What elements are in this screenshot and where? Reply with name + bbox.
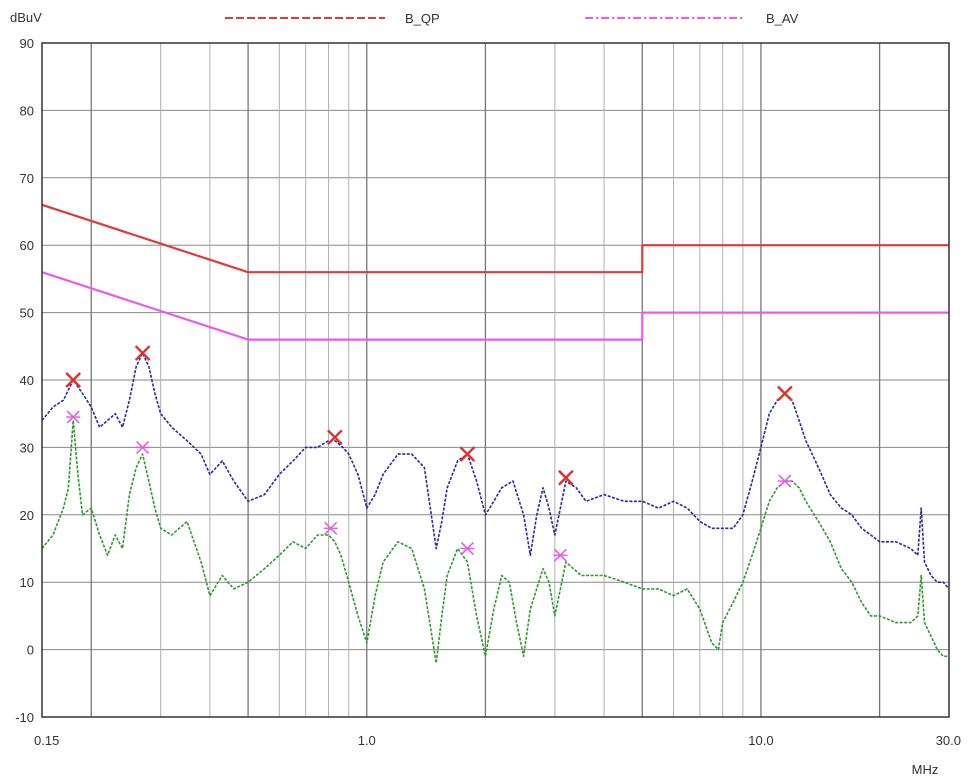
series-b-qp <box>41 203 949 274</box>
y-tick-label: 70 <box>20 171 34 186</box>
x-axis: 0.15 1.0 10.0 30.0 <box>34 733 961 748</box>
y-tick-label: -10 <box>15 710 34 725</box>
legend: B_QP B_AV <box>225 11 799 26</box>
y-tick-label: 50 <box>20 306 34 321</box>
qp-peak-marker <box>327 429 343 446</box>
x-axis-label: MHz <box>912 762 939 777</box>
y-tick-label: 0 <box>27 643 34 658</box>
av-peak-marker <box>66 410 81 424</box>
y-axis-label: dBuV <box>10 10 42 25</box>
y-tick-label: 20 <box>20 508 34 523</box>
x-tick-label: 10.0 <box>748 733 773 748</box>
y-tick-label: 60 <box>20 238 34 253</box>
y-tick-label: 40 <box>20 373 34 388</box>
marker-layer <box>65 345 793 562</box>
trace-series-2 <box>41 352 950 590</box>
av-peak-marker <box>323 521 338 535</box>
av-peak-marker <box>460 541 475 556</box>
x-tick-label: 1.0 <box>358 733 376 748</box>
y-tick-label: 80 <box>20 103 34 118</box>
y-axis: 90 80 70 60 50 40 30 20 10 0 -10 <box>15 36 34 725</box>
plot-frame <box>41 42 950 718</box>
qp-peak-marker <box>777 385 793 402</box>
qp-peak-marker <box>134 345 151 361</box>
y-tick-label: 10 <box>20 575 34 590</box>
av-peak-marker <box>553 548 568 562</box>
trace-series-3 <box>41 419 949 664</box>
qp-peak-marker <box>65 372 82 388</box>
qp-peak-marker <box>459 446 476 462</box>
series-b-av <box>41 271 949 341</box>
legend-label-b-av: B_AV <box>766 11 799 26</box>
series-layer <box>41 203 950 664</box>
x-tick-label: 30.0 <box>936 733 961 748</box>
av-peak-marker <box>777 474 792 488</box>
y-tick-label: 30 <box>20 440 34 455</box>
x-tick-label: 0.15 <box>34 733 59 748</box>
y-tick-label: 90 <box>20 36 34 51</box>
av-peak-marker <box>135 440 150 454</box>
legend-label-b-qp: B_QP <box>405 11 440 26</box>
qp-peak-marker <box>558 469 574 486</box>
